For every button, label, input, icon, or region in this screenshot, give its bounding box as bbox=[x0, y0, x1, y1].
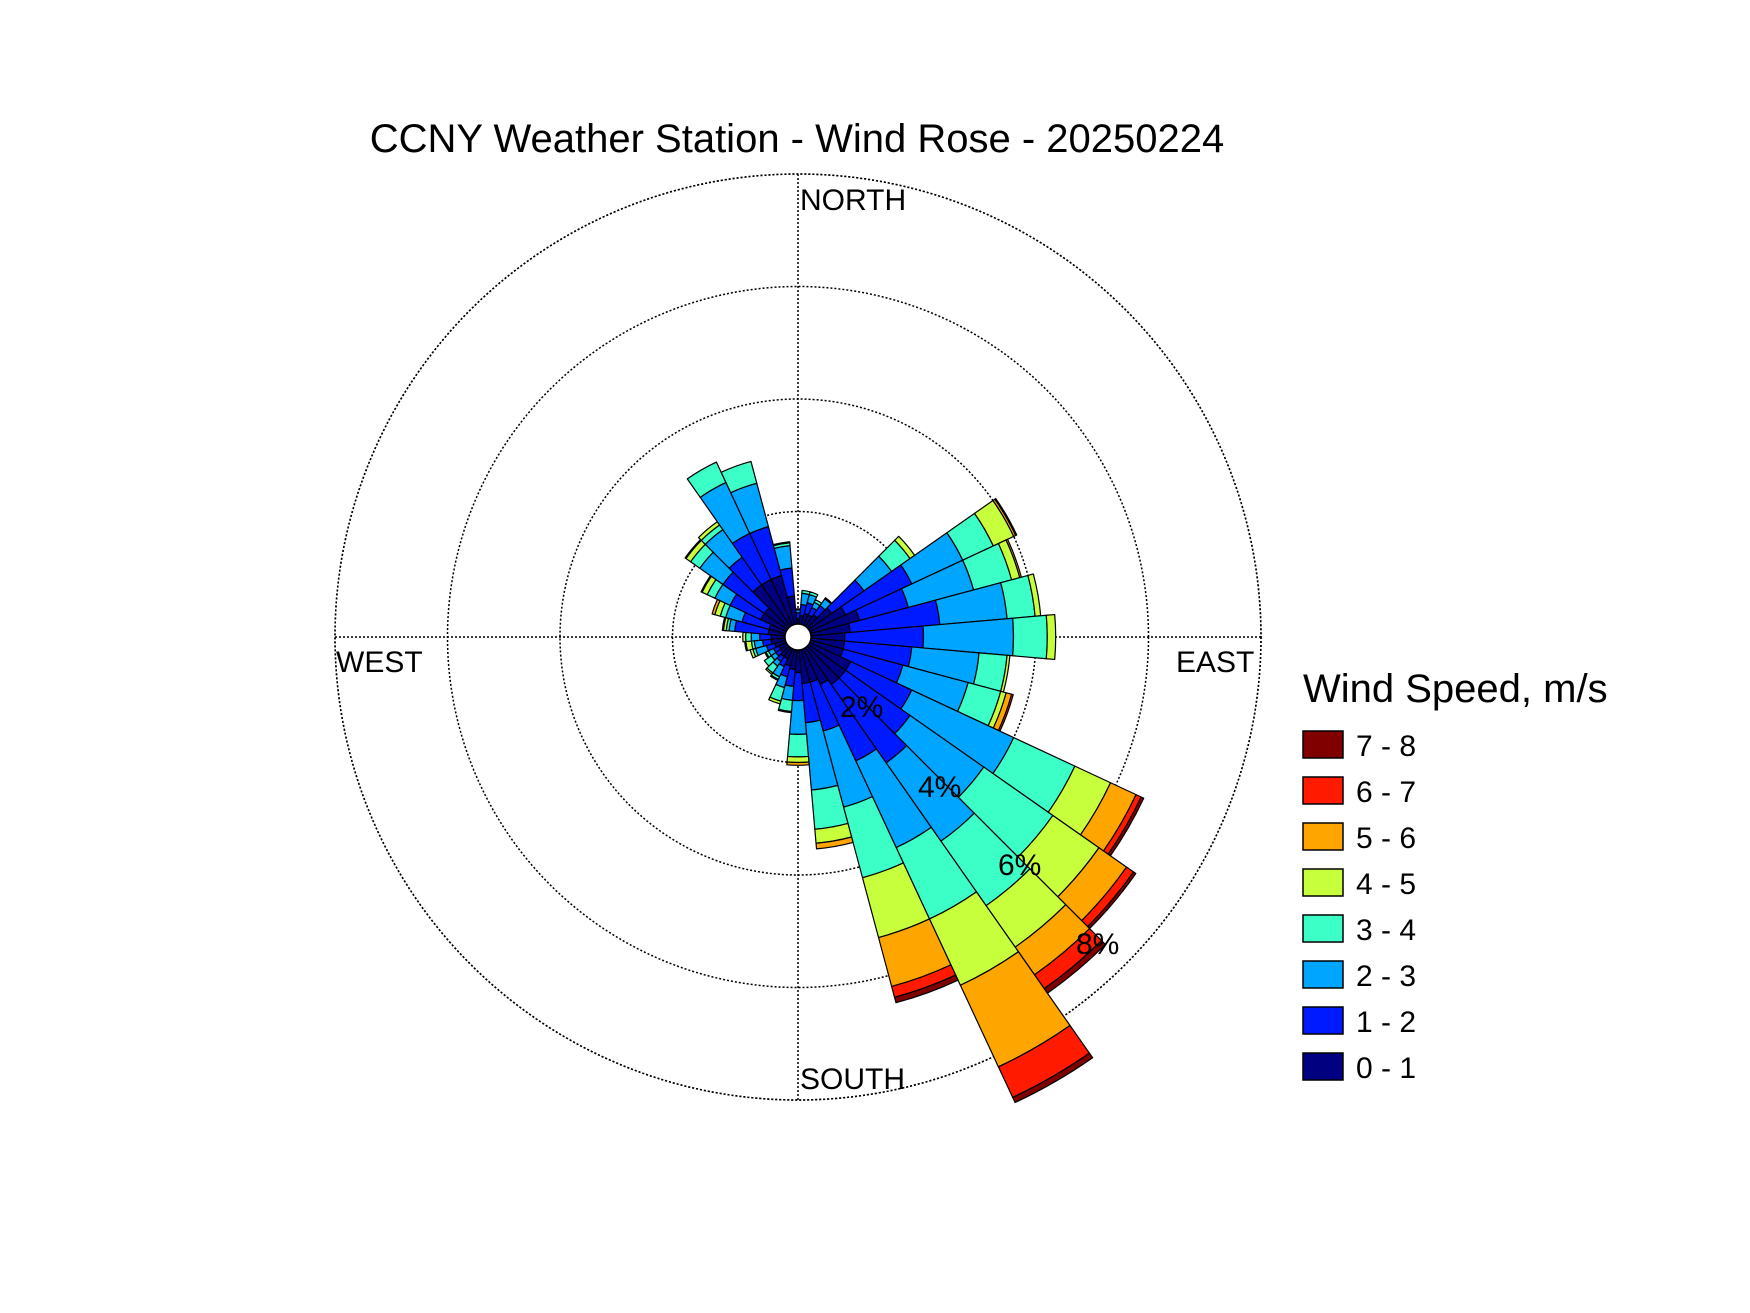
petal-segment-dir270-bin4 bbox=[742, 631, 747, 643]
petal-segment-dir170-bin5 bbox=[815, 836, 854, 850]
petal-segment-dir180-bin3 bbox=[786, 733, 810, 758]
direction-label-south: SOUTH bbox=[800, 1063, 905, 1096]
petal-segment-dir10-bin3 bbox=[801, 589, 811, 596]
legend-label-3-4: 3 - 4 bbox=[1356, 914, 1416, 947]
direction-label-north: NORTH bbox=[800, 184, 906, 217]
petal-segment-dir180-bin5 bbox=[786, 761, 810, 766]
radial-tick-label-2: 2% bbox=[840, 691, 883, 724]
chart-title: CCNY Weather Station - Wind Rose - 20250… bbox=[370, 117, 1225, 161]
legend-label-5-6: 5 - 6 bbox=[1356, 822, 1416, 855]
petal-segment-dir340-bin3 bbox=[720, 460, 758, 494]
legend-label-6-7: 6 - 7 bbox=[1356, 776, 1416, 809]
petal-segment-dir230-bin3 bbox=[763, 655, 776, 667]
petal-segment-dir90-bin3 bbox=[1012, 614, 1048, 660]
petal-segment-dir90-bin4 bbox=[1045, 613, 1057, 661]
legend-swatch-2-3 bbox=[1302, 960, 1344, 989]
legend-label-0-1: 0 - 1 bbox=[1356, 1052, 1416, 1085]
wind-rose-petals bbox=[684, 460, 1145, 1104]
petal-segment-dir180-bin4 bbox=[786, 755, 810, 764]
petal-segment-dir220-bin4 bbox=[765, 667, 774, 675]
legend-swatch-5-6 bbox=[1302, 822, 1344, 851]
petal-segment-dir0-bin3 bbox=[794, 608, 802, 611]
petal-segment-dir270-bin3 bbox=[745, 631, 753, 643]
legend-label-2-3: 2 - 3 bbox=[1356, 960, 1416, 993]
radial-tick-label-8: 8% bbox=[1076, 928, 1119, 961]
legend-label-1-2: 1 - 2 bbox=[1356, 1006, 1416, 1039]
calm-center-circle bbox=[784, 623, 812, 651]
radial-tick-label-4: 4% bbox=[918, 771, 961, 804]
petal-segment-dir150-bin7 bbox=[1012, 1052, 1094, 1104]
petal-segment-dir20-bin3 bbox=[808, 591, 819, 598]
petal-segment-dir350-bin4 bbox=[772, 541, 791, 547]
petal-segment-dir200-bin4 bbox=[768, 696, 782, 705]
legend-swatch-0-1 bbox=[1302, 1052, 1344, 1081]
legend-swatch-4-5 bbox=[1302, 868, 1344, 897]
direction-label-west: WEST bbox=[336, 646, 423, 679]
petal-segment-dir330-bin3 bbox=[686, 461, 727, 498]
legend: Wind Speed, m/s 7 - 8 6 - 7 5 - 6 4 - 5 … bbox=[1302, 667, 1608, 1085]
legend-label-4-5: 4 - 5 bbox=[1356, 868, 1416, 901]
direction-label-east: EAST bbox=[1176, 646, 1254, 679]
legend-swatch-3-4 bbox=[1302, 914, 1344, 943]
legend-label-7-8: 7 - 8 bbox=[1356, 730, 1416, 763]
petal-segment-dir60-bin6 bbox=[994, 497, 1018, 537]
radial-tick-label-6: 6% bbox=[998, 849, 1041, 882]
legend-swatch-6-7 bbox=[1302, 776, 1344, 805]
petal-segment-dir190-bin4 bbox=[777, 708, 793, 714]
legend-swatch-7-8 bbox=[1302, 730, 1344, 759]
legend-title: Wind Speed, m/s bbox=[1303, 667, 1608, 711]
petal-segment-dir160-bin7 bbox=[893, 974, 959, 1004]
petal-segment-dir210-bin4 bbox=[769, 674, 779, 681]
legend-swatch-1-2 bbox=[1302, 1006, 1344, 1035]
